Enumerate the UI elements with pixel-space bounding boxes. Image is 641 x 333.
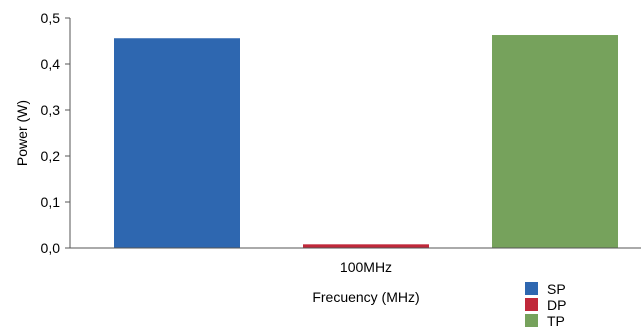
x-tick-label: 100MHz bbox=[340, 259, 392, 275]
legend-swatch-sp bbox=[525, 282, 538, 295]
y-axis-title: Power (W) bbox=[14, 100, 30, 166]
y-axis-ticks: 0,0 0,1 0,2 0,3 0,4 0,5 bbox=[41, 10, 70, 256]
legend-swatch-tp bbox=[525, 314, 538, 327]
bar-sp bbox=[114, 38, 240, 248]
y-tick-label: 0,0 bbox=[41, 240, 61, 256]
bar-dp bbox=[303, 244, 429, 248]
legend-label-sp: SP bbox=[547, 281, 566, 297]
y-tick-label: 0,2 bbox=[41, 148, 61, 164]
y-tick-label: 0,1 bbox=[41, 194, 61, 210]
x-axis-title: Frecuency (MHz) bbox=[312, 289, 419, 305]
y-tick-label: 0,5 bbox=[41, 10, 61, 26]
y-tick-label: 0,3 bbox=[41, 102, 61, 118]
y-tick-label: 0,4 bbox=[41, 56, 61, 72]
legend-label-tp: TP bbox=[547, 313, 565, 329]
bars bbox=[114, 35, 618, 248]
bar-tp bbox=[492, 35, 618, 248]
legend-label-dp: DP bbox=[547, 297, 566, 313]
legend-swatch-dp bbox=[525, 298, 538, 311]
